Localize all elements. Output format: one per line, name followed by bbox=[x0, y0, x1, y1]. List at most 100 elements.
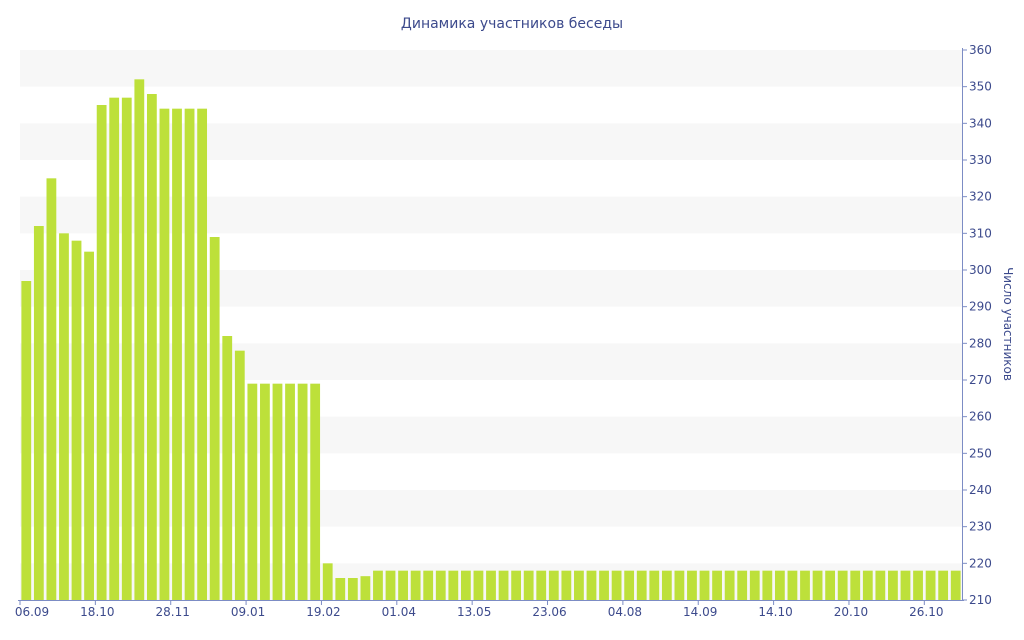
x-tick-label: 14.09 bbox=[683, 605, 717, 619]
bar bbox=[247, 383, 258, 600]
y-tick-label: 250 bbox=[969, 446, 992, 460]
y-tick-label: 210 bbox=[969, 593, 992, 607]
bar bbox=[209, 237, 220, 600]
y-tick-label: 320 bbox=[969, 190, 992, 204]
bar bbox=[59, 233, 69, 600]
bar bbox=[109, 97, 120, 601]
bar bbox=[925, 570, 936, 600]
bar bbox=[624, 570, 635, 600]
bar bbox=[850, 570, 861, 600]
y-tick-label: 300 bbox=[969, 263, 992, 277]
bar bbox=[699, 570, 710, 600]
bar bbox=[762, 570, 773, 600]
x-tick-label: 01.04 bbox=[382, 605, 416, 619]
y-tick-label: 290 bbox=[969, 300, 992, 314]
x-tick-label: 09.01 bbox=[231, 605, 265, 619]
bar bbox=[724, 570, 735, 600]
bar bbox=[523, 570, 534, 600]
x-tick-label: 14.10 bbox=[758, 605, 792, 619]
bar bbox=[712, 570, 722, 600]
bar bbox=[561, 570, 572, 600]
bar bbox=[687, 570, 697, 600]
x-tick-label: 26.10 bbox=[909, 605, 943, 619]
bar bbox=[913, 570, 923, 600]
bar bbox=[837, 570, 848, 600]
bar bbox=[511, 570, 522, 600]
bar bbox=[410, 570, 421, 600]
bar bbox=[71, 240, 82, 601]
bar bbox=[774, 570, 785, 600]
bar bbox=[448, 570, 459, 600]
bar bbox=[84, 251, 94, 601]
x-tick-label: 06.09 bbox=[15, 605, 49, 619]
y-ticks: 210 220 230 240 250 260 270 280 290 300 310 320 330 3… bbox=[962, 43, 992, 607]
x-tick-label: 19.02 bbox=[306, 605, 340, 619]
bar bbox=[96, 105, 107, 600]
x-tick-label: 18.10 bbox=[80, 605, 114, 619]
y-tick-label: 240 bbox=[969, 483, 992, 497]
bar bbox=[297, 383, 308, 600]
bar bbox=[347, 578, 358, 600]
x-tick-label: 04.08 bbox=[608, 605, 642, 619]
y-tick-label: 270 bbox=[969, 373, 992, 387]
bar bbox=[674, 570, 685, 600]
bar bbox=[46, 178, 57, 600]
y-tick-label: 350 bbox=[969, 80, 992, 94]
bar bbox=[486, 570, 496, 600]
x-tick-label: 23.06 bbox=[532, 605, 566, 619]
bar bbox=[322, 563, 333, 600]
bar bbox=[938, 570, 949, 600]
bar bbox=[888, 570, 898, 600]
x-ticks: 06.09 18.10 28.11 09.01 19.02 01.04 13.05 23.06… bbox=[15, 600, 943, 619]
bar bbox=[197, 108, 208, 601]
bar bbox=[862, 570, 873, 600]
bar bbox=[536, 570, 547, 600]
bar bbox=[360, 576, 371, 600]
bar bbox=[737, 570, 748, 600]
bar bbox=[900, 570, 911, 600]
bar bbox=[335, 578, 346, 600]
bar bbox=[234, 350, 245, 600]
bar bbox=[498, 570, 509, 600]
bar bbox=[285, 383, 295, 600]
y-tick-label: 360 bbox=[969, 43, 992, 57]
bar bbox=[184, 108, 195, 601]
bar bbox=[749, 570, 760, 600]
y-tick-label: 260 bbox=[969, 410, 992, 424]
bar bbox=[812, 570, 823, 600]
y-tick-label: 310 bbox=[969, 226, 992, 240]
chart-title: Динамика участников беседы bbox=[401, 16, 623, 32]
bar bbox=[574, 570, 584, 600]
bar bbox=[146, 94, 157, 600]
y-tick-label: 330 bbox=[969, 153, 992, 167]
x-tick-label: 20.10 bbox=[834, 605, 868, 619]
bar bbox=[800, 570, 810, 600]
bar bbox=[373, 570, 383, 600]
y-tick-label: 220 bbox=[969, 556, 992, 570]
bar bbox=[159, 108, 170, 601]
bar bbox=[599, 570, 609, 600]
y-tick-label: 230 bbox=[969, 520, 992, 534]
bar bbox=[21, 281, 32, 600]
x-tick-label: 28.11 bbox=[156, 605, 190, 619]
bar bbox=[636, 570, 647, 600]
bar bbox=[222, 336, 233, 600]
bar bbox=[875, 570, 886, 600]
bar bbox=[385, 570, 396, 600]
bar bbox=[121, 97, 132, 601]
y-axis-label: Число участников bbox=[1001, 267, 1015, 381]
bar bbox=[460, 570, 471, 600]
bar bbox=[787, 570, 798, 600]
y-tick-label: 340 bbox=[969, 116, 992, 130]
bar bbox=[661, 570, 672, 600]
y-tick-label: 280 bbox=[969, 336, 992, 350]
bar bbox=[310, 383, 321, 600]
bar bbox=[649, 570, 660, 600]
bar bbox=[398, 570, 408, 600]
bar bbox=[586, 570, 597, 600]
bar bbox=[611, 570, 622, 600]
x-tick-label: 13.05 bbox=[457, 605, 491, 619]
bar bbox=[272, 383, 283, 600]
bar bbox=[260, 383, 270, 600]
